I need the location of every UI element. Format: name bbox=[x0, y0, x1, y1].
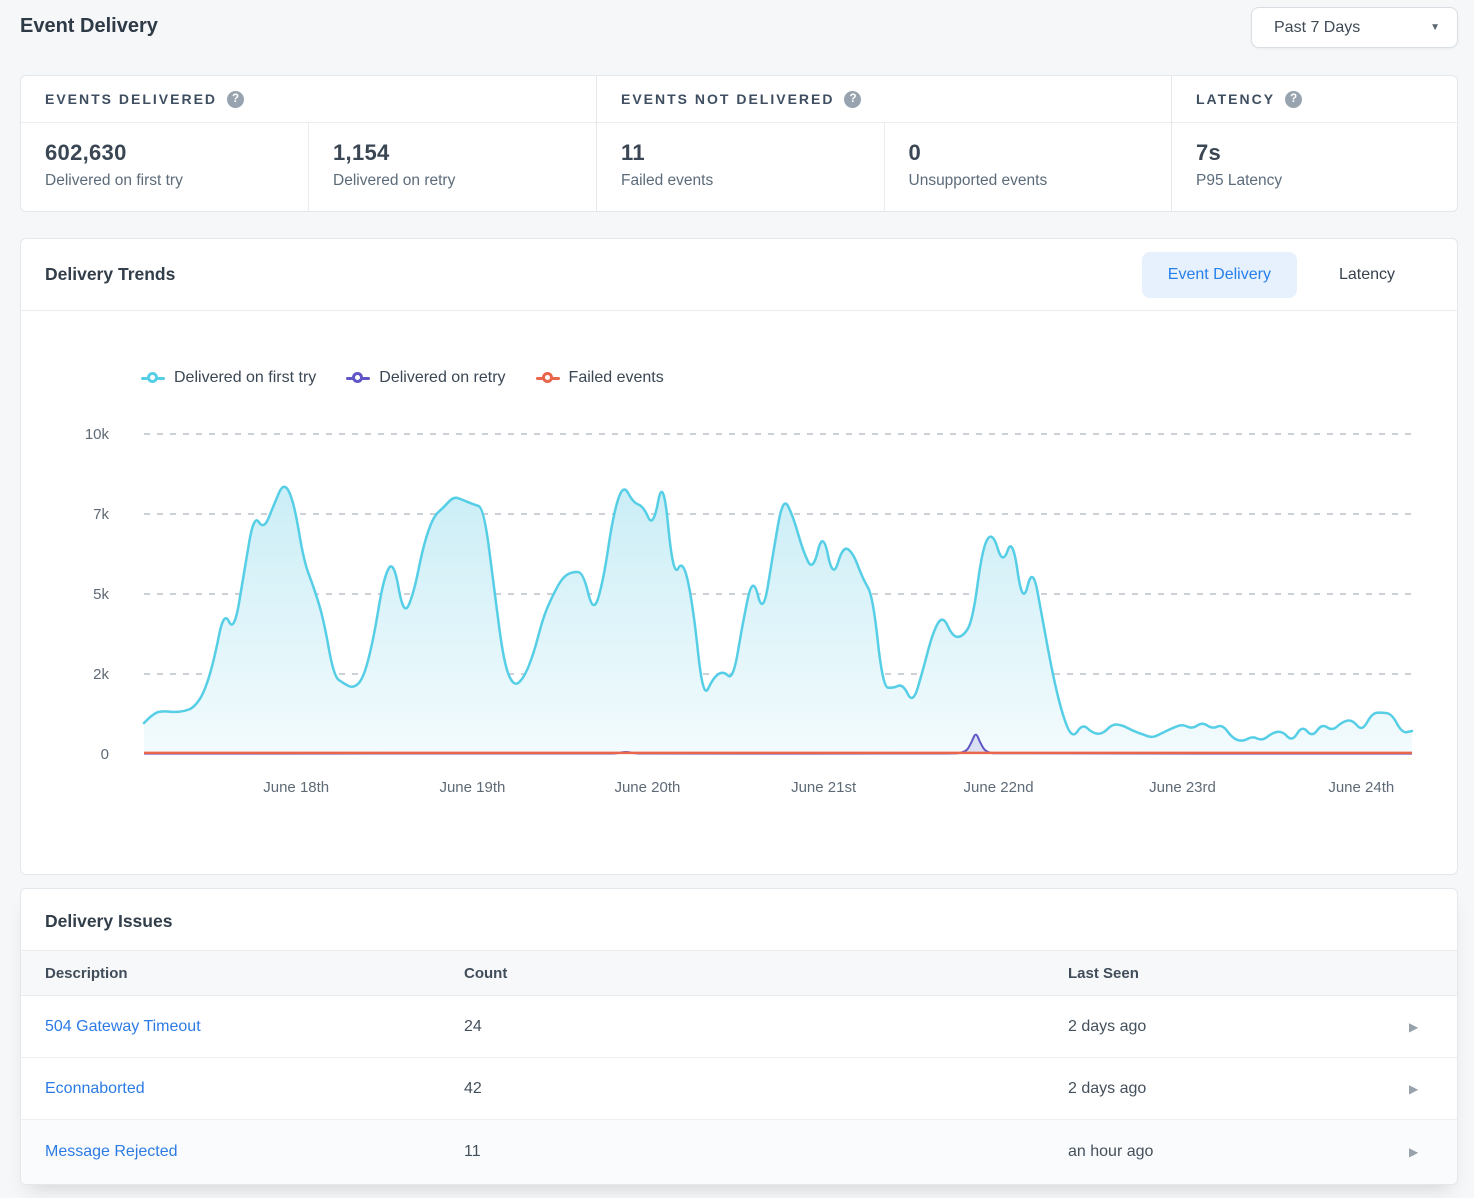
chevron-right-icon[interactable]: ▶ bbox=[1409, 1082, 1457, 1096]
stat-failed: 11 Failed events bbox=[597, 123, 884, 211]
col-count: Count bbox=[464, 965, 1068, 982]
x-tick-label: June 21st bbox=[791, 779, 857, 796]
issue-count: 11 bbox=[464, 1143, 1068, 1161]
tab-latency[interactable]: Latency bbox=[1297, 252, 1437, 298]
stat-value: 602,630 bbox=[45, 140, 308, 166]
stat-retry: 1,154 Delivered on retry bbox=[308, 123, 596, 211]
stat-value: 7s bbox=[1196, 140, 1457, 166]
y-tick-label: 5k bbox=[93, 586, 109, 603]
stat-first-try: 602,630 Delivered on first try bbox=[21, 123, 308, 211]
y-tick-label: 7k bbox=[93, 506, 109, 523]
help-icon[interactable]: ? bbox=[227, 91, 244, 108]
stat-p95-latency: 7s P95 Latency bbox=[1172, 123, 1457, 211]
stat-label: Failed events bbox=[621, 172, 884, 190]
issue-link[interactable]: Message Rejected bbox=[45, 1143, 464, 1161]
stats-group-latency: LATENCY ? 7s P95 Latency bbox=[1171, 76, 1457, 211]
stat-label: Delivered on retry bbox=[333, 172, 596, 190]
stat-value: 1,154 bbox=[333, 140, 596, 166]
issue-count: 24 bbox=[464, 1018, 1068, 1036]
y-tick-label: 2k bbox=[93, 666, 109, 683]
trend-chart-svg: 10k 7k 5k 2k 0 June 18th June 19th June 20th Jun… bbox=[21, 416, 1459, 818]
stat-unsupported: 0 Unsupported events bbox=[884, 123, 1172, 211]
legend-item-first-try[interactable]: Delivered on first try bbox=[141, 369, 316, 387]
legend-label: Failed events bbox=[569, 369, 664, 387]
stat-label: Delivered on first try bbox=[45, 172, 308, 190]
date-range-dropdown[interactable]: Past 7 Days ▼ bbox=[1251, 7, 1458, 48]
legend-marker-icon bbox=[536, 377, 560, 380]
chevron-down-icon: ▼ bbox=[1430, 22, 1440, 33]
stats-group-not-delivered: EVENTS NOT DELIVERED ? 11 Failed events … bbox=[596, 76, 1171, 211]
col-last-seen: Last Seen bbox=[1068, 965, 1409, 982]
stat-label: P95 Latency bbox=[1196, 172, 1457, 190]
issues-title: Delivery Issues bbox=[21, 889, 1457, 950]
x-tick-label: June 20th bbox=[614, 779, 680, 796]
table-row[interactable]: Message Rejected 11 an hour ago ▶ bbox=[21, 1120, 1457, 1184]
x-tick-label: June 18th bbox=[263, 779, 329, 796]
legend-label: Delivered on first try bbox=[174, 369, 316, 387]
chevron-right-icon[interactable]: ▶ bbox=[1409, 1145, 1457, 1159]
y-tick-label: 10k bbox=[85, 426, 110, 443]
stat-value: 11 bbox=[621, 140, 884, 166]
issue-last-seen: an hour ago bbox=[1068, 1143, 1409, 1161]
stat-label: Unsupported events bbox=[909, 172, 1172, 190]
col-description: Description bbox=[45, 965, 464, 982]
legend-marker-icon bbox=[346, 377, 370, 380]
legend-marker-icon bbox=[141, 377, 165, 380]
stat-value: 0 bbox=[909, 140, 1172, 166]
stats-group-label: EVENTS DELIVERED bbox=[45, 91, 217, 107]
stats-group-label: EVENTS NOT DELIVERED bbox=[621, 91, 834, 107]
tab-event-delivery[interactable]: Event Delivery bbox=[1142, 252, 1297, 298]
table-row[interactable]: 504 Gateway Timeout 24 2 days ago ▶ bbox=[21, 996, 1457, 1058]
issue-last-seen: 2 days ago bbox=[1068, 1080, 1409, 1098]
x-tick-label: June 24th bbox=[1328, 779, 1394, 796]
trends-title: Delivery Trends bbox=[45, 264, 175, 285]
trends-tabs: Event Delivery Latency bbox=[1142, 252, 1437, 298]
date-range-value: Past 7 Days bbox=[1274, 19, 1360, 37]
help-icon[interactable]: ? bbox=[844, 91, 861, 108]
table-row[interactable]: Econnaborted 42 2 days ago ▶ bbox=[21, 1058, 1457, 1120]
legend-item-failed[interactable]: Failed events bbox=[536, 369, 664, 387]
issue-link[interactable]: Econnaborted bbox=[45, 1080, 464, 1098]
help-icon[interactable]: ? bbox=[1285, 91, 1302, 108]
delivery-issues-card: Delivery Issues Description Count Last S… bbox=[20, 888, 1458, 1185]
page-title: Event Delivery bbox=[20, 15, 158, 38]
stats-group-delivered: EVENTS DELIVERED ? 602,630 Delivered on … bbox=[21, 76, 596, 211]
stats-card: EVENTS DELIVERED ? 602,630 Delivered on … bbox=[20, 75, 1458, 212]
x-tick-label: June 22nd bbox=[964, 779, 1034, 796]
x-tick-label: June 19th bbox=[439, 779, 505, 796]
topbar: Event Delivery Past 7 Days ▼ bbox=[0, 0, 1474, 56]
delivery-trends-card: Delivery Trends Event Delivery Latency D… bbox=[20, 238, 1458, 875]
stats-group-label: LATENCY bbox=[1196, 91, 1275, 107]
x-tick-label: June 23rd bbox=[1149, 779, 1216, 796]
issue-last-seen: 2 days ago bbox=[1068, 1018, 1409, 1036]
chart-legend: Delivered on first try Delivered on retr… bbox=[141, 367, 1457, 389]
issue-count: 42 bbox=[464, 1080, 1068, 1098]
y-tick-label: 0 bbox=[101, 746, 109, 763]
issue-link[interactable]: 504 Gateway Timeout bbox=[45, 1018, 464, 1036]
legend-label: Delivered on retry bbox=[379, 369, 505, 387]
legend-item-retry[interactable]: Delivered on retry bbox=[346, 369, 505, 387]
chevron-right-icon[interactable]: ▶ bbox=[1409, 1020, 1457, 1034]
issues-table-header: Description Count Last Seen bbox=[21, 950, 1457, 996]
